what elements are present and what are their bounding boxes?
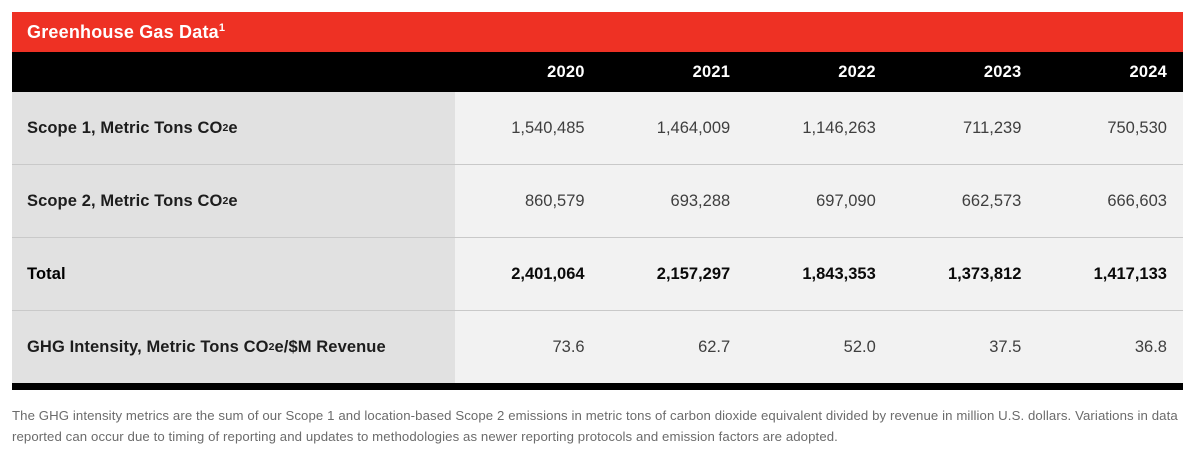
value-cell: 1,843,353: [746, 238, 892, 310]
ghg-data-table: Greenhouse Gas Data1 2020 2021 2022 2023…: [12, 12, 1183, 390]
row-label-total: Total: [12, 238, 455, 310]
row-label-text: Scope 1, Metric Tons CO: [27, 118, 223, 137]
value-cell: 666,603: [1037, 165, 1183, 237]
value-cell: 750,530: [1037, 92, 1183, 164]
year-header-2020: 2020: [547, 63, 585, 81]
table-bottom-rule: [12, 383, 1183, 390]
row-label-text: GHG Intensity, Metric Tons CO: [27, 337, 269, 356]
year-header-2024: 2024: [1129, 63, 1167, 81]
value-cell: 2,401,064: [455, 238, 601, 310]
table-title: Greenhouse Gas Data1: [27, 22, 225, 43]
row-label-scope2: Scope 2, Metric Tons CO 2 e: [12, 165, 455, 237]
row-label-suffix: e/$M Revenue: [274, 337, 386, 356]
value-cell: 62.7: [600, 311, 747, 383]
value-cell: 1,373,812: [891, 238, 1038, 310]
year-header-row: 2020 2021 2022 2023 2024: [12, 52, 1183, 92]
value-cell: 1,417,133: [1037, 238, 1183, 310]
table-title-bar: Greenhouse Gas Data1: [12, 12, 1183, 52]
table-body: Scope 1, Metric Tons CO 2 e 1,540,485 1,46…: [12, 92, 1183, 383]
table-row-ghg-intensity: GHG Intensity, Metric Tons CO 2 e/$M Reven…: [12, 310, 1183, 383]
value-cell: 1,540,485: [455, 92, 601, 164]
year-header-2022: 2022: [838, 63, 876, 81]
value-cell: 2,157,297: [600, 238, 747, 310]
value-cell: 1,464,009: [600, 92, 747, 164]
row-label-ghg-intensity: GHG Intensity, Metric Tons CO 2 e/$M Reven…: [12, 311, 455, 383]
value-cell: 1,146,263: [746, 92, 892, 164]
value-cell: 711,239: [891, 92, 1038, 164]
value-cell: 52.0: [746, 311, 892, 383]
table-row-scope2: Scope 2, Metric Tons CO 2 e 860,579 693,28…: [12, 164, 1183, 237]
footnote-text: The GHG intensity metrics are the sum of…: [12, 408, 1178, 445]
value-cell: 662,573: [891, 165, 1038, 237]
row-label-suffix: e: [228, 118, 238, 137]
year-header-2023: 2023: [983, 63, 1022, 81]
value-cell: 693,288: [600, 165, 747, 237]
value-cell: 37.5: [891, 311, 1038, 383]
row-label-suffix: e: [228, 191, 238, 210]
year-header-2021: 2021: [692, 63, 731, 81]
value-cell: 36.8: [1037, 311, 1183, 383]
table-row-scope1: Scope 1, Metric Tons CO 2 e 1,540,485 1,46…: [12, 92, 1183, 164]
table-title-footnote-marker: 1: [218, 21, 226, 34]
value-cell: 697,090: [746, 165, 892, 237]
value-cell: 73.6: [455, 311, 601, 383]
row-label-scope1: Scope 1, Metric Tons CO 2 e: [12, 92, 455, 164]
row-label-text: Total: [27, 264, 66, 283]
row-label-text: Scope 2, Metric Tons CO: [27, 191, 223, 210]
table-title-text: Greenhouse Gas Data: [27, 21, 219, 42]
label-column-spacer: [12, 52, 455, 92]
value-cell: 860,579: [455, 165, 601, 237]
table-row-total: Total 2,401,064 2,157,297 1,843,353 1,37…: [12, 237, 1183, 310]
